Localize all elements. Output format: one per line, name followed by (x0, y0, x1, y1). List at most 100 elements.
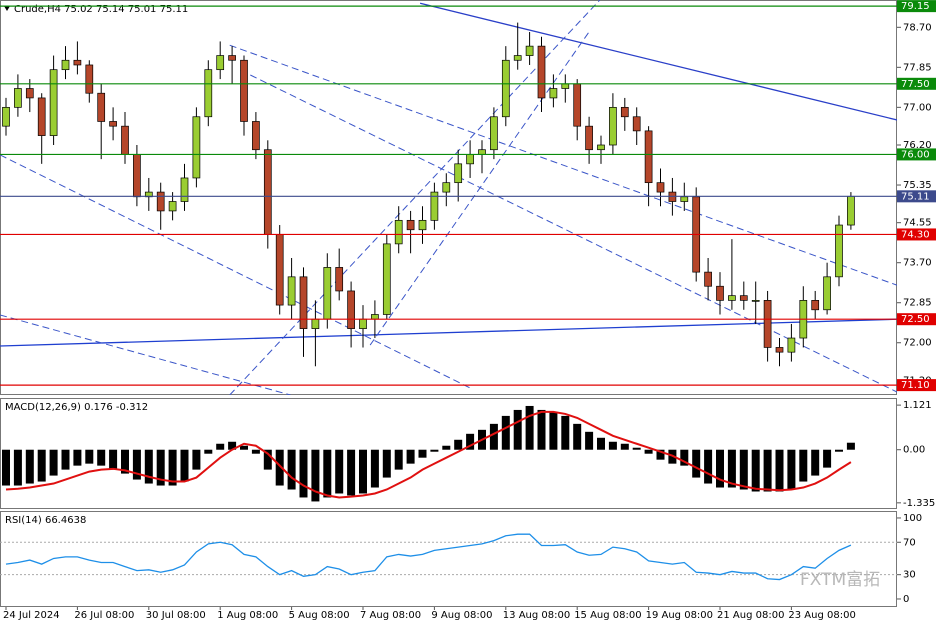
macd-bar (525, 405, 534, 450)
candle-body (2, 106, 10, 127)
menu-triangle (4, 6, 10, 11)
candle-body (656, 182, 665, 193)
macd-bar (299, 449, 308, 498)
macd-bar (597, 437, 605, 450)
candle-body (763, 300, 772, 348)
candle-body (311, 318, 320, 329)
price-level-label: 72.50 (901, 314, 930, 325)
candle-body (216, 55, 225, 71)
macd-bar (61, 449, 70, 470)
macd-bar (466, 433, 475, 450)
x-tick-label: 26 Jul 08:00 (74, 610, 134, 621)
y-tick-label: 75.35 (903, 180, 932, 191)
candle-body (739, 295, 748, 301)
price-level-box (897, 77, 936, 90)
candle-body (14, 88, 22, 108)
candle-body (823, 276, 831, 311)
price-level-label: 76.00 (901, 149, 930, 160)
watermark: FXTM富拓 (800, 570, 880, 590)
macd-bar (585, 431, 594, 450)
macd-bar (144, 449, 153, 484)
macd-bar (751, 449, 760, 492)
candle-body (394, 219, 403, 245)
macd-bar (25, 449, 34, 484)
macd-bar (2, 449, 10, 486)
candle-body (549, 88, 558, 99)
price-level-box (897, 148, 936, 161)
macd-bar (799, 449, 808, 482)
macd-bar (180, 449, 189, 482)
candle-body (525, 45, 534, 56)
macd-bar (704, 449, 713, 484)
candle-body (835, 224, 843, 278)
macd-title: MACD(12,26,9) 0.176 -0.312 (5, 402, 148, 413)
macd-bar (335, 449, 344, 494)
candle-body (454, 163, 463, 184)
y-tick-label: 0 (903, 594, 909, 605)
candle-body (275, 234, 284, 306)
candle-body (644, 130, 653, 184)
chart-title: Crude,H4 75.02 75.14 75.01 75.11 (14, 4, 188, 15)
macd-bar (763, 449, 772, 492)
x-tick-label: 23 Aug 08:00 (788, 610, 855, 621)
macd-bar (156, 449, 165, 486)
candle-body (49, 69, 58, 136)
y-tick-label: 72.85 (903, 298, 932, 309)
candle-body (573, 83, 582, 127)
macd-bar (501, 415, 510, 450)
candle-body (228, 55, 236, 61)
y-tick-label: 76.20 (903, 140, 932, 151)
x-tick-label: 13 Aug 08:00 (503, 610, 570, 621)
macd-bar (811, 449, 820, 476)
candle-body (466, 154, 474, 165)
macd-bar (192, 449, 201, 470)
candle-body (121, 125, 129, 155)
macd-bar (430, 449, 439, 452)
price-level-box (897, 379, 936, 392)
rsi-title: RSI(14) 66.4638 (5, 515, 86, 526)
macd-bar (680, 449, 689, 466)
macd-bar (442, 445, 451, 450)
macd-bar (656, 449, 665, 460)
plot-area (0, 0, 897, 395)
candle-body (609, 106, 617, 146)
candle-body (252, 121, 260, 151)
candle-body (192, 116, 201, 179)
macd-bar (109, 449, 118, 470)
macd-bar (323, 449, 332, 498)
candle-body (775, 347, 784, 353)
candle-body (156, 191, 165, 212)
candle-body (347, 290, 355, 329)
macd-bar (454, 439, 463, 450)
y-tick-label: 100 (903, 513, 922, 524)
candle-body (418, 219, 427, 231)
macd-bar (835, 449, 843, 452)
candle-body (501, 59, 510, 118)
macd-bar (644, 449, 653, 454)
macd-bar (716, 449, 724, 488)
price-level-box (897, 0, 936, 13)
candle-body (25, 88, 34, 99)
candle-body (263, 149, 272, 235)
candle-body (787, 337, 796, 353)
x-tick-label: 21 Aug 08:00 (717, 610, 784, 621)
candle-body (73, 59, 82, 66)
macd-bar (132, 449, 141, 480)
x-tick-label: 24 Jul 2024 (3, 610, 60, 621)
trendline (0, 318, 897, 347)
y-tick-label: 77.85 (903, 62, 932, 73)
candle-body (620, 106, 629, 118)
macd-bar (846, 442, 855, 450)
candle-body (585, 125, 593, 151)
candle-body (537, 45, 546, 99)
candle-body (490, 116, 498, 151)
macd-bar (537, 409, 546, 450)
candle-body (371, 314, 379, 320)
macd-bar (204, 449, 213, 454)
candle-body (442, 182, 451, 193)
rsi-panel (0, 511, 897, 607)
x-tick-label: 5 Aug 08:00 (289, 610, 350, 621)
macd-bar (97, 449, 106, 466)
candle-body (85, 64, 94, 94)
y-tick-label: 72.00 (903, 338, 932, 349)
